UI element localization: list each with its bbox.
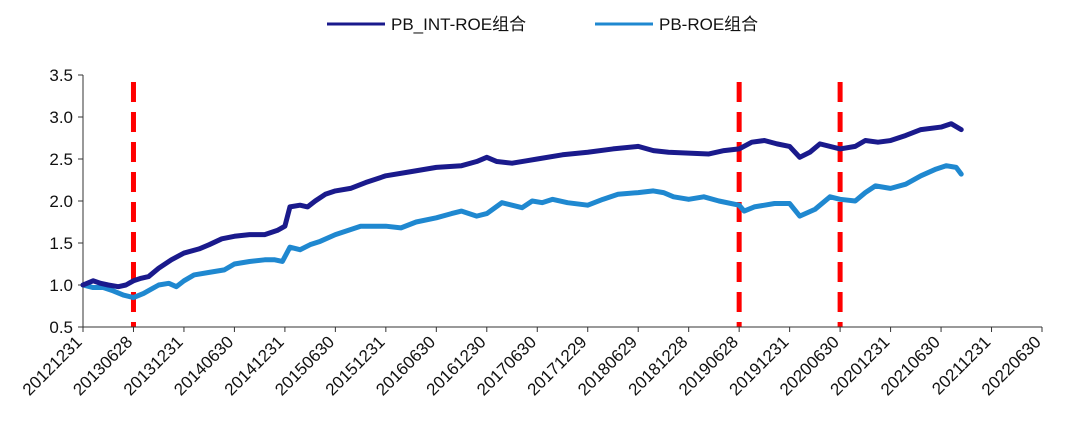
- y-tick-label: 0.5: [49, 318, 73, 337]
- axes: 0.51.01.52.02.53.03.52012123120130628201…: [19, 66, 1045, 399]
- y-tick-label: 2.0: [49, 192, 73, 211]
- series-lines: [80, 121, 964, 301]
- y-tick-label: 1.5: [49, 234, 73, 253]
- y-tick-label: 2.5: [49, 150, 73, 169]
- y-tick-label: 1.0: [49, 276, 73, 295]
- series-line: [80, 163, 964, 301]
- legend-label: PB_INT-ROE组合: [391, 15, 526, 34]
- series-line: [80, 121, 964, 290]
- legend: PB_INT-ROE组合 PB-ROE组合: [327, 15, 758, 34]
- y-tick-label: 3.5: [49, 66, 73, 85]
- y-tick-label: 3.0: [49, 108, 73, 127]
- legend-label: PB-ROE组合: [659, 15, 758, 34]
